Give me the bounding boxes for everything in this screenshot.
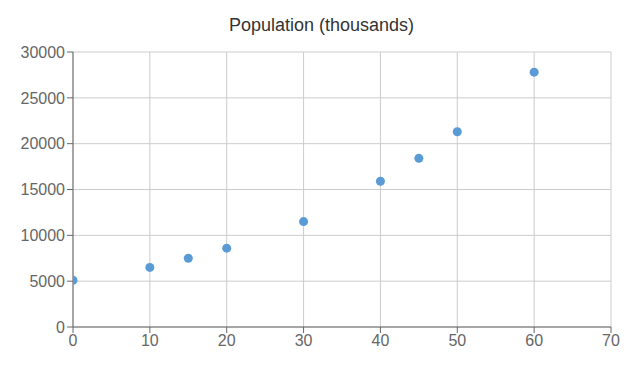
svg-text:0: 0 [69,332,78,349]
svg-text:70: 70 [602,332,620,349]
svg-text:30: 30 [295,332,313,349]
svg-text:5000: 5000 [29,273,65,290]
svg-text:10000: 10000 [21,227,66,244]
svg-text:10: 10 [141,332,159,349]
svg-text:20: 20 [218,332,236,349]
svg-text:50: 50 [448,332,466,349]
svg-text:15000: 15000 [21,181,66,198]
svg-text:25000: 25000 [21,90,66,107]
svg-text:20000: 20000 [21,135,66,152]
svg-text:40: 40 [372,332,390,349]
svg-text:30000: 30000 [21,44,66,61]
svg-text:0: 0 [56,319,65,336]
svg-text:60: 60 [525,332,543,349]
html-text:Population (thousands): Population (thousands) [228,15,415,35]
